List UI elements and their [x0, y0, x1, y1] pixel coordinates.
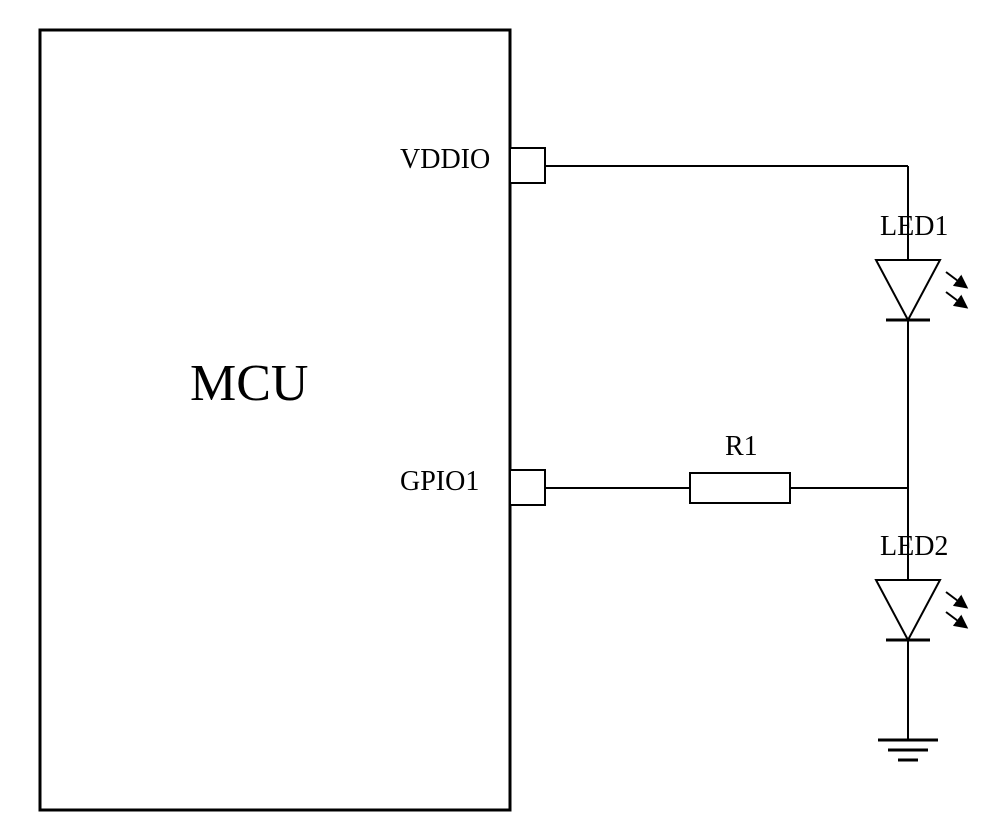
led2-label: LED2 [880, 531, 948, 562]
circuit-schematic: MCU VDDIO GPIO1 R1 LED1 LED2 [0, 0, 1000, 839]
gpio1-pad [510, 470, 545, 505]
led1-label: LED1 [880, 211, 948, 242]
led1-symbol [876, 260, 940, 320]
mcu-label: MCU [190, 355, 308, 412]
gpio1-label: GPIO1 [400, 466, 479, 497]
r1-label: R1 [725, 431, 758, 462]
vddio-label: VDDIO [400, 144, 490, 175]
vddio-pad [510, 148, 545, 183]
resistor-r1 [690, 473, 790, 503]
led2-symbol [876, 580, 940, 640]
